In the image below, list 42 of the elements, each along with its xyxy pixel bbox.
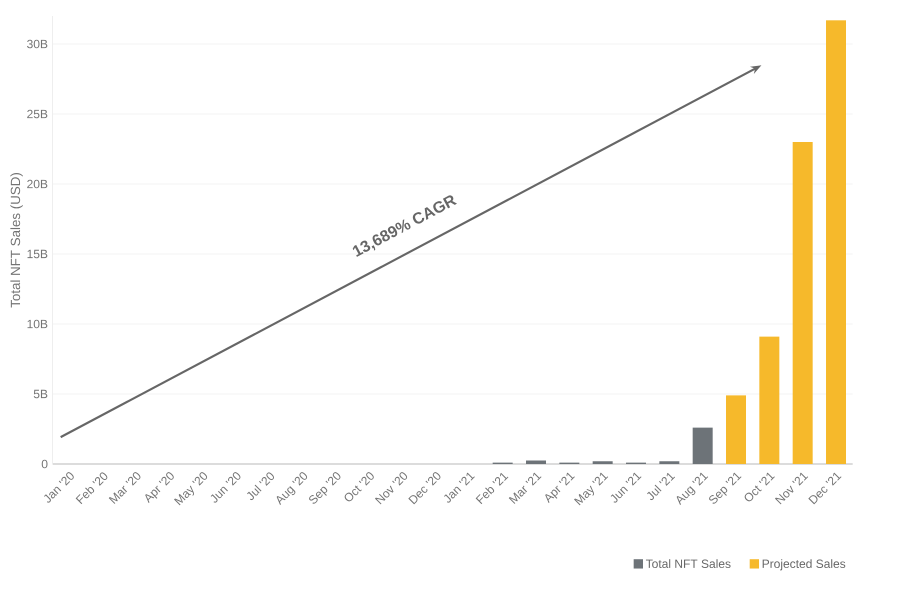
x-tick-label: Jan '21	[444, 472, 475, 503]
x-tick-label: Sep '21	[709, 472, 742, 504]
x-tick-label: Feb '20	[76, 472, 108, 504]
bar	[759, 336, 780, 464]
y-tick-label: 15B	[28, 250, 48, 258]
x-tick-label: Nov '20	[374, 472, 408, 504]
x-tick-label: Aug '20	[276, 472, 308, 506]
x-tick-label: May '20	[174, 472, 208, 506]
bar	[792, 142, 813, 464]
x-tick-label: Oct '21	[744, 472, 775, 502]
bar	[826, 20, 846, 464]
bar	[726, 395, 746, 464]
bar	[592, 461, 613, 464]
x-tick-label: Jun '20	[210, 472, 240, 503]
x-tick-label: Apr '21	[545, 472, 575, 504]
x-tick-label: May '21	[574, 472, 608, 506]
legend-label: Total NFT Sales	[646, 559, 731, 568]
legend-label: Projected Sales	[762, 559, 846, 570]
x-tick-label: Jun '21	[610, 472, 642, 503]
bar	[659, 461, 680, 464]
x-tick-label: Sep '20	[309, 472, 340, 504]
y-tick-label: 10B	[28, 320, 48, 328]
x-tick-label: Dec '21	[808, 472, 842, 504]
x-tick-label: Aug '21	[676, 472, 708, 506]
x-tick-label: Apr '20	[145, 472, 174, 504]
y-tick-label: 20B	[27, 180, 48, 188]
y-tick-label: 5B	[34, 390, 48, 398]
x-tick-label: Feb '21	[476, 472, 508, 504]
x-tick-label: Jul '21	[647, 472, 676, 500]
y-tick-label: 0	[42, 460, 48, 468]
x-tick-label: Nov '21	[774, 472, 808, 504]
x-tick-label: Oct '20	[344, 472, 374, 502]
bar	[526, 460, 546, 464]
x-tick-label: Jan '20	[44, 472, 74, 503]
x-tick-label: Mar '21	[508, 472, 542, 504]
x-tick-label: Dec '20	[408, 472, 440, 504]
y-tick-label: 30B	[27, 40, 48, 48]
x-tick-label: Jul '20	[247, 472, 274, 500]
bar	[692, 428, 713, 464]
y-tick-label: 25B	[27, 110, 48, 118]
x-tick-label: Mar '20	[108, 472, 140, 504]
y-axis-title: Total NFT Sales (USD)	[10, 173, 23, 308]
